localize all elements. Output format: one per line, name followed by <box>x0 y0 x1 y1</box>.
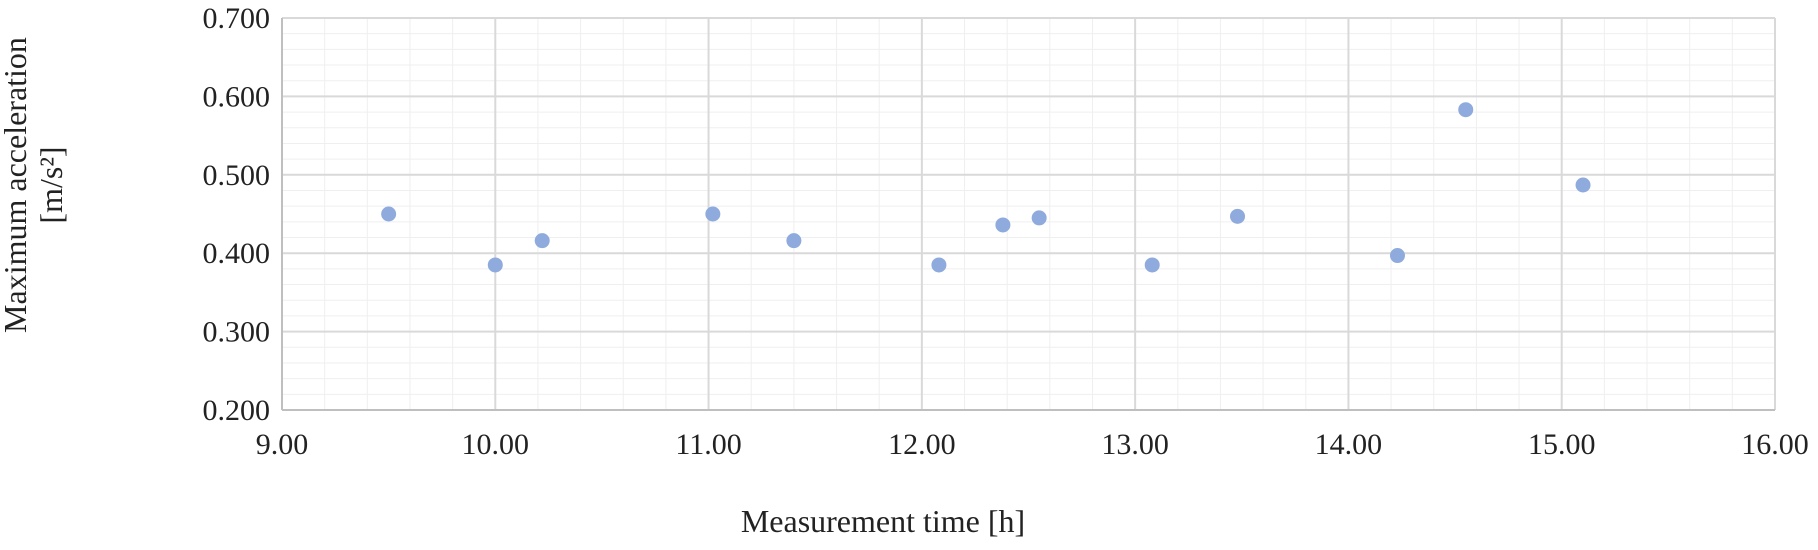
x-tick-label: 14.00 <box>1315 428 1383 461</box>
data-point <box>1144 257 1160 273</box>
x-tick-label: 16.00 <box>1741 428 1809 461</box>
x-tick-label: 15.00 <box>1528 428 1596 461</box>
data-point <box>995 217 1011 233</box>
data-point <box>1389 248 1405 264</box>
x-axis-title: Measurement time [h] <box>741 503 1025 539</box>
data-point <box>705 206 721 222</box>
chart-axes <box>281 18 1775 411</box>
chart-gridlines <box>281 17 1776 411</box>
data-point <box>1031 210 1047 226</box>
data-point <box>1230 208 1246 224</box>
data-point <box>487 257 503 273</box>
y-tick-label: 0.500 <box>203 159 271 192</box>
x-tick-label: 13.00 <box>1101 428 1169 461</box>
y-axis-title: Maximum acceleration <box>0 37 33 333</box>
data-point <box>381 206 397 222</box>
chart-tick-labels: 0.200 0.300 0.400 0.500 0.600 0.700 9.00 10.00 1… <box>203 2 1809 461</box>
data-point <box>1458 102 1474 118</box>
y-tick-label: 0.700 <box>203 2 271 35</box>
data-point <box>534 233 550 249</box>
y-axis-unit: [m/s²] <box>33 146 69 223</box>
data-point <box>931 257 947 273</box>
data-point <box>1575 177 1591 193</box>
chart-points <box>381 102 1591 273</box>
x-tick-label: 12.00 <box>888 428 956 461</box>
y-tick-label: 0.600 <box>203 80 271 113</box>
data-point <box>786 233 802 249</box>
y-tick-label: 0.200 <box>203 394 271 427</box>
x-tick-label: 10.00 <box>462 428 530 461</box>
y-tick-label: 0.400 <box>203 237 271 270</box>
y-tick-label: 0.300 <box>203 316 271 349</box>
x-tick-label: 11.00 <box>675 428 741 461</box>
x-tick-label: 9.00 <box>256 428 309 461</box>
